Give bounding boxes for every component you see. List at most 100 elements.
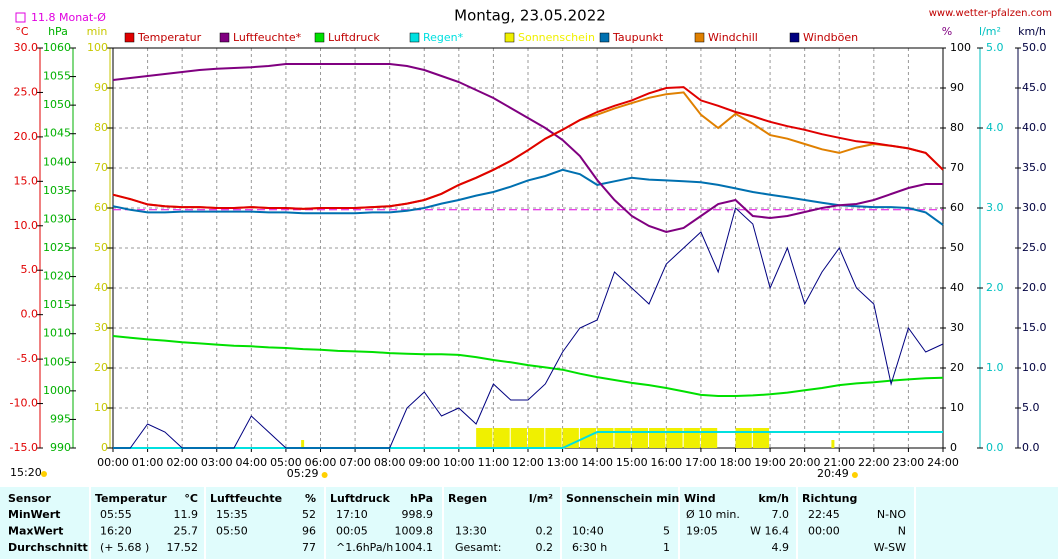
y-tick-label: 30.0 bbox=[14, 41, 39, 54]
table-header: Sensor bbox=[8, 492, 51, 505]
table-cell: N bbox=[898, 525, 906, 538]
table-cell: ^1.6hPa/h bbox=[336, 541, 393, 554]
table-cell: 05:55 bbox=[100, 508, 132, 521]
sun-bar bbox=[493, 428, 510, 448]
y-tick-label: 20 bbox=[950, 361, 964, 374]
y-tick-label: 5.0 bbox=[1022, 401, 1040, 414]
table-header: Regen bbox=[448, 492, 487, 505]
axis-title: min bbox=[87, 25, 108, 38]
y-tick-label: 60 bbox=[950, 201, 964, 214]
y-tick-label: 995 bbox=[50, 412, 71, 425]
y-tick-label: 80 bbox=[94, 121, 108, 134]
y-tick-label: 90 bbox=[94, 81, 108, 94]
chart-title: Montag, 23.05.2022 bbox=[454, 7, 606, 25]
table-cell: 1004.1 bbox=[395, 541, 434, 554]
table-header: l/m² bbox=[529, 492, 553, 505]
table-header: hPa bbox=[410, 492, 433, 505]
y-tick-label: 1055 bbox=[43, 70, 71, 83]
table-cell: 77 bbox=[302, 541, 316, 554]
y-tick-label: 90 bbox=[950, 81, 964, 94]
table-cell: 7.0 bbox=[772, 508, 790, 521]
x-tick-label: 11:00 bbox=[478, 456, 510, 469]
y-tick-label: 50 bbox=[950, 241, 964, 254]
table-cell: N-NO bbox=[877, 508, 906, 521]
y-tick-label: 5.0 bbox=[21, 263, 39, 276]
sunset: 20:49 bbox=[817, 467, 849, 480]
y-tick-label: 100 bbox=[950, 41, 971, 54]
table-cell: 11.9 bbox=[174, 508, 199, 521]
y-tick-label: 70 bbox=[94, 161, 108, 174]
series-line bbox=[113, 207, 944, 449]
x-tick-label: 08:00 bbox=[374, 456, 406, 469]
x-tick-label: 00:00 bbox=[97, 456, 129, 469]
x-tick-label: 06:00 bbox=[305, 456, 337, 469]
y-tick-label: 45.0 bbox=[1022, 81, 1047, 94]
y-tick-label: 50.0 bbox=[1022, 41, 1047, 54]
y-tick-label: 0 bbox=[101, 441, 108, 454]
axis-title: l/m² bbox=[979, 25, 1001, 38]
x-tick-label: 18:00 bbox=[720, 456, 752, 469]
y-tick-label: 1040 bbox=[43, 155, 71, 168]
avg-icon bbox=[15, 12, 26, 23]
legend-swatch bbox=[599, 32, 610, 43]
table-cell: W 16.4 bbox=[750, 525, 789, 538]
x-tick-label: 21:00 bbox=[823, 456, 855, 469]
x-tick-label: 02:00 bbox=[166, 456, 198, 469]
table-cell: 1009.8 bbox=[395, 525, 434, 538]
x-tick-label: 20:00 bbox=[789, 456, 821, 469]
y-tick-label: 15.0 bbox=[1022, 321, 1047, 334]
x-tick-label: 10:00 bbox=[443, 456, 475, 469]
sun-icon bbox=[41, 471, 47, 477]
sunset-icon bbox=[851, 472, 858, 478]
daylength: 15:20 bbox=[10, 466, 42, 479]
sun-bar bbox=[528, 428, 545, 448]
table-cell: 13:30 bbox=[455, 525, 487, 538]
y-tick-label: 0.0 bbox=[1022, 441, 1040, 454]
x-tick-label: 03:00 bbox=[201, 456, 233, 469]
y-tick-label: 100 bbox=[87, 41, 108, 54]
table-cell: Gesamt: bbox=[455, 541, 502, 554]
legend-swatch bbox=[124, 32, 135, 43]
y-tick-label: 40 bbox=[950, 281, 964, 294]
y-tick-label: 1020 bbox=[43, 270, 71, 283]
y-tick-label: 20.0 bbox=[14, 130, 39, 143]
table-cell: 16:20 bbox=[100, 525, 132, 538]
y-tick-label: 1000 bbox=[43, 384, 71, 397]
sunrise: 05:29 bbox=[287, 467, 319, 480]
sun-bar bbox=[579, 428, 597, 448]
y-tick-label: 1005 bbox=[43, 355, 71, 368]
y-tick-label: -10.0 bbox=[10, 397, 38, 410]
series-line bbox=[112, 63, 943, 234]
sun-bar bbox=[510, 428, 527, 448]
x-tick-label: 04:00 bbox=[235, 456, 267, 469]
table-cell: 10:40 bbox=[572, 525, 604, 538]
x-tick-label: 22:00 bbox=[858, 456, 890, 469]
table-cell: 6:30 h bbox=[572, 541, 607, 554]
y-tick-label: 2.0 bbox=[986, 281, 1004, 294]
table-cell: 96 bbox=[302, 525, 316, 538]
legend-label: Windböen bbox=[803, 31, 858, 44]
legend-swatch bbox=[409, 32, 420, 43]
y-tick-label: 0.0 bbox=[21, 308, 39, 321]
table-background bbox=[0, 487, 1058, 559]
table-cell: 17.52 bbox=[167, 541, 199, 554]
table-header: Luftfeuchte bbox=[210, 492, 282, 505]
table-header: Luftdruck bbox=[330, 492, 391, 505]
row-label: Durchschnitt bbox=[8, 541, 88, 554]
y-tick-label: 70 bbox=[950, 161, 964, 174]
row-label: MaxWert bbox=[8, 525, 63, 538]
table-cell: 19:05 bbox=[686, 525, 718, 538]
table-cell: 00:05 bbox=[336, 525, 368, 538]
series-line bbox=[112, 335, 944, 397]
table-cell: W-SW bbox=[874, 541, 906, 554]
x-tick-label: 15:00 bbox=[616, 456, 648, 469]
table-cell: (+ 5.68 ) bbox=[100, 541, 149, 554]
sunrise-icon bbox=[321, 472, 328, 478]
y-tick-label: 5.0 bbox=[986, 41, 1004, 54]
table-cell: 0.2 bbox=[536, 525, 554, 538]
x-tick-label: 16:00 bbox=[650, 456, 682, 469]
y-tick-label: 1015 bbox=[43, 298, 71, 311]
x-tick-label: 12:00 bbox=[512, 456, 544, 469]
y-tick-label: 10.0 bbox=[14, 219, 39, 232]
